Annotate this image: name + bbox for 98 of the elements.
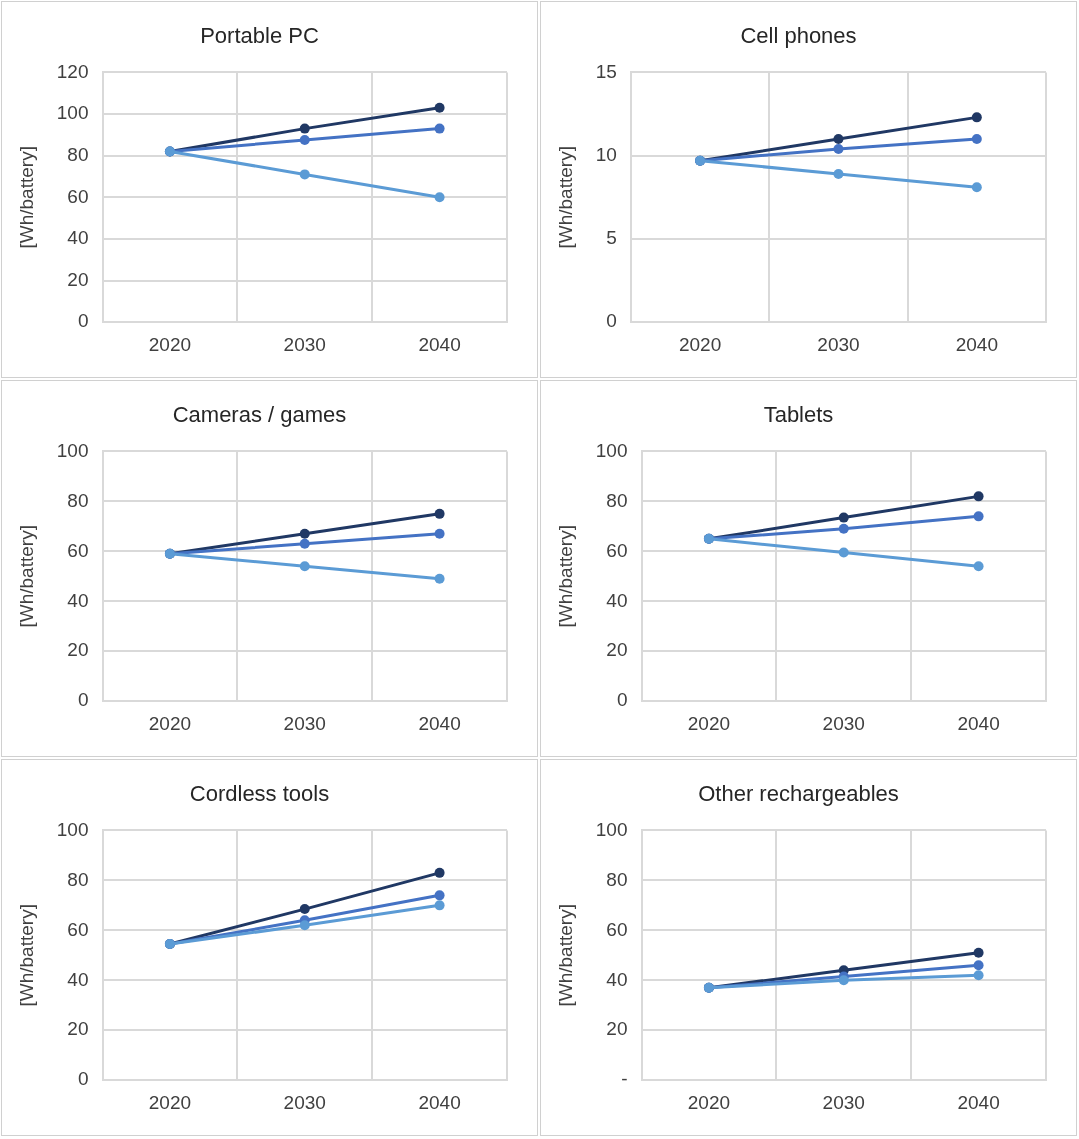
chart-title: Tablets (763, 402, 834, 428)
point (838, 547, 849, 558)
point (973, 491, 984, 502)
point (971, 182, 982, 193)
x-tick-label: 2040 (418, 1091, 461, 1113)
y-tick-label: 40 (67, 589, 89, 611)
point (838, 523, 849, 534)
y-tick-label: 100 (56, 818, 89, 840)
x-tick-label: 2040 (955, 333, 998, 355)
point (838, 975, 849, 986)
point (434, 867, 445, 878)
point (434, 573, 445, 584)
y-tick-label: 20 (67, 1018, 89, 1040)
y-tick-label: 40 (67, 968, 89, 990)
x-tick-label: 2020 (687, 1091, 731, 1113)
x-tick-label: 2020 (678, 333, 722, 355)
y-tick-label: 20 (606, 639, 628, 661)
y-tick-label: 0 (77, 689, 89, 711)
point (299, 135, 310, 146)
point (973, 561, 984, 572)
y-tick-label: 60 (606, 539, 628, 561)
y-tick-label: 0 (616, 689, 628, 711)
y-tick-label: 60 (67, 918, 89, 940)
x-tick-label: 2020 (148, 333, 192, 355)
point (434, 890, 445, 901)
y-tick-label: 60 (606, 918, 628, 940)
point (973, 970, 984, 981)
point (833, 168, 844, 179)
y-tick-label: 60 (67, 185, 89, 207)
x-tick-label: 2020 (687, 712, 731, 734)
y-tick-label: 80 (67, 489, 89, 511)
y-tick-label: 100 (595, 439, 628, 461)
y-tick-label: 80 (67, 868, 89, 890)
chart-title: Cordless tools (189, 781, 330, 807)
point (973, 947, 984, 958)
x-tick-label: 2020 (148, 1091, 192, 1113)
chart-title: Cameras / games (172, 402, 347, 428)
y-tick-label: - (621, 1068, 628, 1090)
y-axis-title: [Wh/battery] (15, 146, 37, 249)
y-tick-label: 120 (56, 60, 89, 82)
point (299, 920, 310, 931)
y-tick-label: 80 (606, 868, 628, 890)
y-tick-label: 20 (606, 1018, 628, 1040)
y-axis-title: [Wh/battery] (15, 904, 37, 1007)
y-tick-label: 40 (606, 589, 628, 611)
y-axis-title: [Wh/battery] (554, 525, 576, 628)
chart-title: Portable PC (200, 23, 319, 49)
point (299, 123, 310, 134)
point (299, 904, 310, 915)
y-tick-label: 100 (56, 439, 89, 461)
chart-title: Cell phones (740, 23, 857, 49)
x-tick-label: 2030 (822, 712, 865, 734)
y-tick-label: 0 (606, 310, 617, 332)
point (973, 960, 984, 971)
point (434, 508, 445, 519)
point (434, 528, 445, 539)
point (833, 134, 844, 145)
point (299, 169, 310, 180)
y-tick-label: 0 (77, 310, 89, 332)
point (434, 123, 445, 134)
y-tick-label: 80 (606, 489, 628, 511)
y-tick-label: 80 (67, 143, 89, 165)
x-tick-label: 2040 (957, 1091, 1000, 1113)
point (434, 102, 445, 113)
y-tick-label: 100 (595, 818, 628, 840)
point (971, 134, 982, 145)
x-tick-label: 2030 (822, 1091, 865, 1113)
y-axis-title: [Wh/battery] (554, 146, 576, 249)
y-tick-label: 20 (67, 268, 89, 290)
y-axis-title: [Wh/battery] (554, 904, 576, 1007)
x-tick-label: 2020 (148, 712, 192, 734)
point (299, 538, 310, 549)
point (838, 512, 849, 523)
y-tick-label: 40 (606, 968, 628, 990)
x-tick-label: 2040 (418, 333, 461, 355)
x-tick-label: 2030 (283, 1091, 326, 1113)
y-axis-title: [Wh/battery] (15, 525, 37, 628)
chart-title: Other rechargeables (698, 781, 899, 807)
point (434, 192, 445, 203)
point (833, 144, 844, 155)
point (973, 511, 984, 522)
y-tick-label: 0 (77, 1068, 89, 1090)
point (299, 528, 310, 539)
x-tick-label: 2030 (817, 333, 860, 355)
y-tick-label: 20 (67, 639, 89, 661)
y-tick-label: 60 (67, 539, 89, 561)
point (971, 112, 982, 123)
y-tick-label: 15 (595, 60, 617, 82)
y-tick-label: 100 (56, 102, 89, 124)
y-tick-label: 5 (606, 227, 617, 249)
y-tick-label: 40 (67, 227, 89, 249)
x-tick-label: 2030 (283, 712, 326, 734)
point (434, 900, 445, 911)
x-tick-label: 2040 (957, 712, 1000, 734)
x-tick-label: 2030 (283, 333, 326, 355)
y-tick-label: 10 (595, 143, 617, 165)
point (299, 561, 310, 572)
x-tick-label: 2040 (418, 712, 461, 734)
